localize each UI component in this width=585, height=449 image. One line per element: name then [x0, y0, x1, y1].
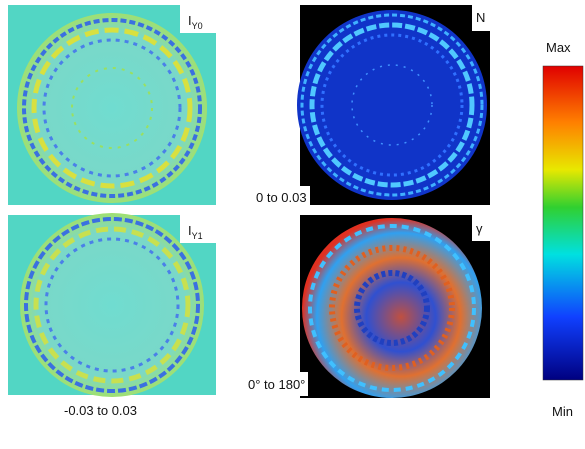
panel-label: N: [476, 10, 485, 25]
colorbar: Max Min: [543, 40, 583, 419]
panel-iy1: IY1: [8, 213, 216, 397]
panel-gamma: γ 0° to 180°: [244, 215, 490, 398]
colorbar-min: Min: [552, 404, 573, 419]
range-label: 0 to 0.03: [256, 190, 307, 205]
label-subscript: Y1: [192, 231, 203, 241]
colorbar-max: Max: [546, 40, 571, 55]
panel-iy0: IY0: [8, 5, 216, 205]
shared-range-label: -0.03 to 0.03: [64, 403, 137, 418]
label-subscript: Y0: [192, 21, 203, 31]
range-label: 0° to 180°: [248, 377, 305, 392]
figure: IY0 N 0 to 0.03 IY1 γ 0° to 180° -0.03: [0, 0, 585, 449]
panel-n: N 0 to 0.03: [252, 5, 490, 208]
panel-label: γ: [476, 221, 483, 236]
